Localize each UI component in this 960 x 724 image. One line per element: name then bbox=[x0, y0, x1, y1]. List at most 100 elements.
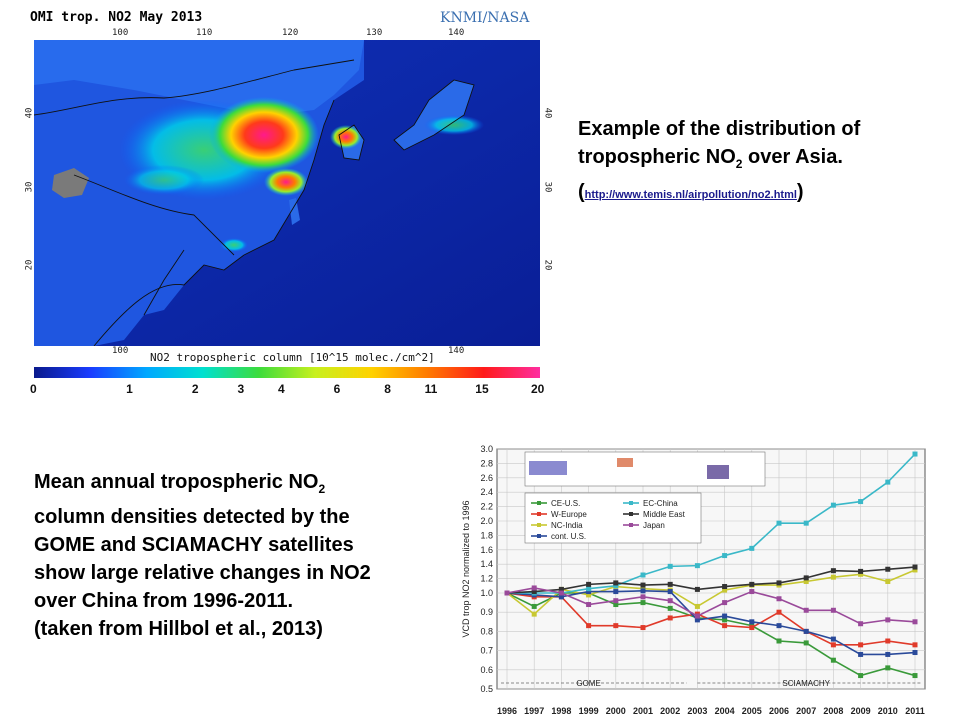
legend-marker bbox=[537, 512, 541, 516]
lat-tick-left: 30 bbox=[24, 181, 35, 193]
series-line bbox=[506, 590, 916, 656]
colorbar-label: 20 bbox=[530, 382, 545, 396]
x-tick-label: 2002 bbox=[660, 706, 680, 716]
series-point bbox=[776, 580, 782, 586]
series-point bbox=[586, 586, 592, 592]
chart-svg: 0.5 0.6 0.7 0.8 0.9 1.0 1.2 1.4 1.6 1.8 2.0 2.2 2.4 2… bbox=[461, 444, 926, 716]
colorbar-label: 15 bbox=[475, 382, 489, 396]
series-point bbox=[558, 594, 564, 600]
series-point bbox=[667, 581, 673, 587]
series-point bbox=[640, 625, 646, 631]
legend-label: Japan bbox=[643, 521, 665, 530]
series-point bbox=[885, 617, 891, 623]
legend-marker bbox=[629, 501, 633, 505]
map-axis-caption: NO2 tropospheric column [10^15 molec./cm… bbox=[150, 351, 435, 364]
chart-description: Mean annual tropospheric NO2 column dens… bbox=[34, 471, 371, 640]
series-point bbox=[640, 582, 646, 588]
map-credit: KNMI/NASA bbox=[440, 10, 530, 26]
y-tick-label: 2.0 bbox=[480, 516, 493, 526]
series-point bbox=[722, 600, 728, 606]
series-point bbox=[667, 589, 673, 595]
legend-label: CE-U.S. bbox=[551, 499, 580, 508]
y-tick-label: 0.8 bbox=[480, 626, 493, 636]
series-point bbox=[912, 567, 918, 573]
series-point bbox=[640, 594, 646, 600]
lat-tick-right: 30 bbox=[542, 181, 553, 193]
series-point bbox=[694, 617, 700, 623]
legend-label: EC-China bbox=[643, 499, 678, 508]
series-point bbox=[613, 623, 619, 629]
y-tick-label: 0.9 bbox=[480, 607, 493, 617]
series-point bbox=[558, 590, 564, 596]
series-point bbox=[722, 613, 728, 619]
lat-tick-left: 20 bbox=[24, 259, 35, 271]
y-tick-label: 3.0 bbox=[480, 444, 493, 454]
series-point bbox=[830, 574, 836, 580]
series-point bbox=[858, 499, 864, 505]
series-point bbox=[858, 621, 864, 627]
series-point bbox=[830, 502, 836, 508]
series-point bbox=[830, 568, 836, 574]
gome-label: GOME bbox=[576, 679, 600, 688]
x-tick-label: 1996 bbox=[497, 706, 517, 716]
x-tick-label: 2005 bbox=[742, 706, 762, 716]
series-point bbox=[613, 580, 619, 586]
series-point bbox=[830, 642, 836, 648]
map-desc-line1: Example of the distribution of bbox=[578, 118, 861, 140]
inset-region-east-asia bbox=[707, 465, 729, 479]
legend-label: NC-India bbox=[551, 521, 583, 530]
series-point bbox=[885, 479, 891, 485]
series-point bbox=[749, 589, 755, 595]
series-point bbox=[504, 590, 510, 596]
series-point bbox=[722, 623, 728, 629]
series-point bbox=[885, 665, 891, 671]
y-tick-label: 1.0 bbox=[480, 588, 493, 598]
temis-link[interactable]: http://www.temis.nl/airpollution/no2.htm… bbox=[584, 189, 797, 201]
colorbar-label: 3 bbox=[237, 382, 245, 396]
no2-trend-chart: 0.5 0.6 0.7 0.8 0.9 1.0 1.2 1.4 1.6 1.8 2.0 2.2 2.4 2… bbox=[455, 437, 943, 720]
series-point bbox=[803, 628, 809, 634]
series-point bbox=[858, 568, 864, 574]
inset-region-europe bbox=[617, 458, 633, 467]
colorbar-label: 8 bbox=[384, 382, 391, 396]
series-point bbox=[912, 650, 918, 656]
lon-tick-top: 110 bbox=[196, 28, 213, 38]
y-tick-label: 2.4 bbox=[480, 487, 493, 497]
series-line bbox=[506, 592, 916, 677]
colorbar-label: 11 bbox=[424, 382, 438, 396]
no2-map-figure: OMI trop. NO2 May 2013 KNMI/NASA 100 110… bbox=[0, 0, 560, 410]
colorbar bbox=[34, 367, 540, 378]
y-tick-label: 0.5 bbox=[480, 684, 493, 694]
y-tick-label: 1.8 bbox=[480, 530, 493, 540]
series-point bbox=[667, 605, 673, 611]
series-point bbox=[586, 602, 592, 608]
series-point bbox=[613, 583, 619, 589]
series-line bbox=[506, 592, 916, 646]
y-tick-label: 0.7 bbox=[480, 646, 493, 656]
series-point bbox=[749, 545, 755, 551]
series-point bbox=[531, 585, 537, 591]
legend-marker bbox=[629, 523, 633, 527]
series-point bbox=[667, 563, 673, 569]
lon-tick-top: 130 bbox=[366, 28, 383, 38]
y-tick-label: 0.6 bbox=[480, 665, 493, 675]
series-point bbox=[803, 520, 809, 526]
series-point bbox=[776, 638, 782, 644]
series-point bbox=[722, 617, 728, 623]
series-point bbox=[640, 588, 646, 594]
series-point bbox=[558, 586, 564, 592]
series-point bbox=[858, 651, 864, 657]
colorbar-label: 2 bbox=[191, 382, 199, 396]
series-point bbox=[776, 609, 782, 615]
inset-region-us bbox=[529, 461, 567, 475]
series-point bbox=[613, 602, 619, 608]
series-point bbox=[586, 581, 592, 587]
legend-marker bbox=[537, 523, 541, 527]
series-point bbox=[531, 611, 537, 617]
x-tick-label: 2008 bbox=[823, 706, 843, 716]
series-point bbox=[912, 673, 918, 679]
x-tick-label: 2003 bbox=[687, 706, 707, 716]
x-tick-label: 2010 bbox=[878, 706, 898, 716]
series-point bbox=[531, 603, 537, 609]
legend-marker bbox=[629, 512, 633, 516]
